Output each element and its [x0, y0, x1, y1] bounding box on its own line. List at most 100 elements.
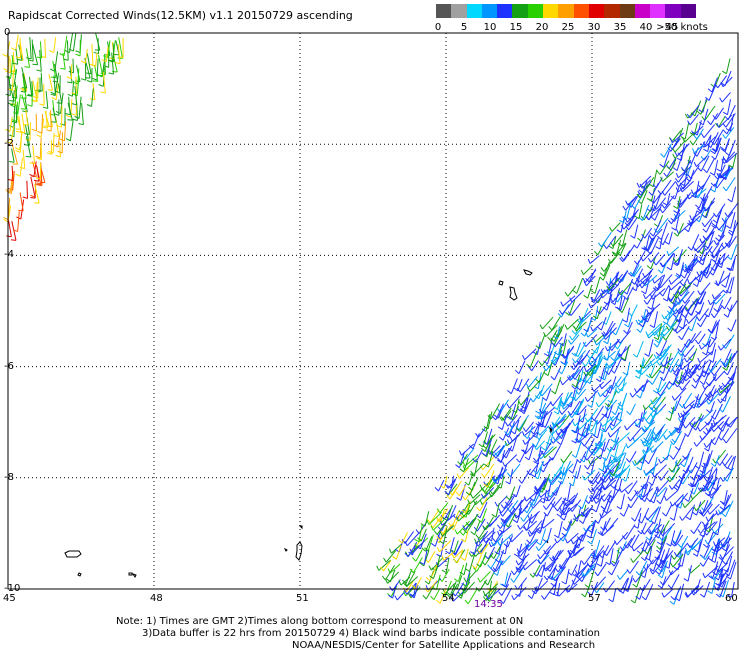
wind-barb-flag — [33, 64, 38, 65]
wind-barb — [637, 341, 643, 357]
wind-barb — [612, 420, 622, 430]
wind-barb-flag — [25, 145, 30, 146]
wind-barb-flag — [681, 275, 685, 279]
wind-barb-flag — [72, 114, 77, 116]
wind-barb-flag — [499, 592, 502, 596]
wind-barb-flag — [704, 443, 707, 447]
wind-barb-flag — [37, 158, 42, 160]
wind-barb-flag — [588, 259, 590, 264]
legend-swatch — [589, 4, 605, 18]
wind-barb — [706, 221, 712, 233]
wind-barb — [588, 390, 598, 401]
wind-barb-flag — [657, 542, 661, 545]
wind-barb — [706, 205, 710, 218]
wind-barb-flag — [86, 73, 91, 74]
wind-barb-flag — [431, 543, 435, 546]
wind-barb-flag — [671, 596, 675, 600]
wind-barb-flag — [553, 437, 555, 441]
wind-barb-flag — [426, 578, 430, 581]
wind-barb — [728, 99, 731, 114]
wind-barb-flag — [581, 270, 583, 275]
wind-barb-flag — [37, 135, 41, 137]
wind-barb-flag — [626, 443, 628, 448]
wind-barb — [707, 532, 713, 547]
wind-barb-flag — [540, 325, 542, 329]
wind-barb-flag — [600, 277, 604, 280]
wind-barb-flag — [581, 442, 584, 446]
wind-barb-flag — [87, 81, 92, 83]
wind-barb-flag — [22, 111, 27, 112]
wind-barb-flag — [664, 496, 666, 501]
wind-barb-flag — [692, 385, 696, 388]
wind-barb-flag — [678, 418, 680, 422]
wind-barb-flag — [452, 554, 454, 559]
wind-barb-flag — [670, 563, 673, 567]
wind-barb-flag — [595, 572, 598, 576]
wind-barb-flag — [656, 352, 660, 356]
wind-barb-flag — [585, 397, 587, 401]
wind-barb-flag — [606, 562, 610, 565]
wind-barb-flag — [60, 68, 65, 69]
wind-barb-flag — [675, 383, 678, 387]
wind-barb-flag — [588, 541, 592, 544]
wind-barb-flag — [561, 459, 564, 463]
wind-barb-flag — [33, 96, 38, 98]
wind-barb-flag — [714, 240, 717, 244]
wind-barb-flag — [630, 393, 633, 397]
wind-barb-flag — [661, 154, 664, 158]
wind-barb-flag — [657, 361, 660, 365]
wind-barb — [701, 100, 707, 115]
wind-barb-flag — [675, 447, 679, 450]
wind-barb — [577, 465, 581, 478]
wind-barb-flag — [94, 52, 99, 54]
wind-barb-flag — [498, 541, 500, 546]
wind-barb-flag — [645, 460, 648, 464]
wind-barb — [505, 541, 508, 554]
legend-swatch — [467, 4, 483, 18]
legend-swatch — [558, 4, 574, 18]
wind-barb-flag — [674, 233, 678, 236]
wind-barb-flag — [538, 574, 542, 577]
wind-barb-flag — [698, 168, 702, 172]
wind-barb-flag — [700, 594, 704, 597]
wind-barb-flag — [658, 585, 662, 588]
wind-barb-flag — [523, 355, 525, 360]
wind-barb — [621, 483, 632, 493]
wind-barb-flag — [499, 437, 503, 440]
wind-barb-flag — [478, 578, 480, 582]
wind-barb-flag — [717, 169, 721, 171]
wind-barb — [33, 146, 35, 164]
wind-barb-flag — [605, 346, 607, 351]
lon-tick-label: 54 — [442, 593, 455, 604]
wind-barb-flag — [708, 368, 711, 372]
wind-barb-flag — [691, 530, 694, 534]
wind-barb-flag — [697, 111, 701, 114]
wind-barb-flag — [711, 189, 715, 192]
wind-barb — [548, 362, 552, 375]
wind-barb — [672, 574, 680, 588]
wind-barb-flag — [723, 187, 726, 191]
wind-barb — [20, 133, 21, 152]
wind-barb-flag — [65, 114, 70, 115]
wind-barb-flag — [703, 431, 706, 435]
wind-barb-flag — [729, 230, 733, 232]
wind-barb-flag — [691, 190, 693, 195]
wind-barb-flag — [611, 370, 615, 374]
wind-barb — [651, 256, 656, 269]
wind-barb — [711, 359, 721, 372]
wind-barb-flag — [670, 601, 674, 604]
wind-barb-flag — [637, 329, 641, 333]
wind-barb — [573, 460, 578, 474]
wind-barb-flag — [626, 201, 628, 205]
wind-barb — [585, 470, 595, 480]
wind-barb-flag — [87, 105, 92, 107]
wind-barb-flag — [673, 314, 677, 318]
wind-barb — [716, 210, 722, 227]
wind-barb-flag — [537, 542, 541, 545]
wind-barb-flag — [25, 67, 30, 68]
wind-barb — [620, 570, 628, 580]
wind-barb-flag — [712, 259, 716, 262]
wind-barb-flag — [716, 238, 720, 242]
wind-barb — [726, 177, 735, 190]
wind-barb-flag — [549, 326, 552, 330]
